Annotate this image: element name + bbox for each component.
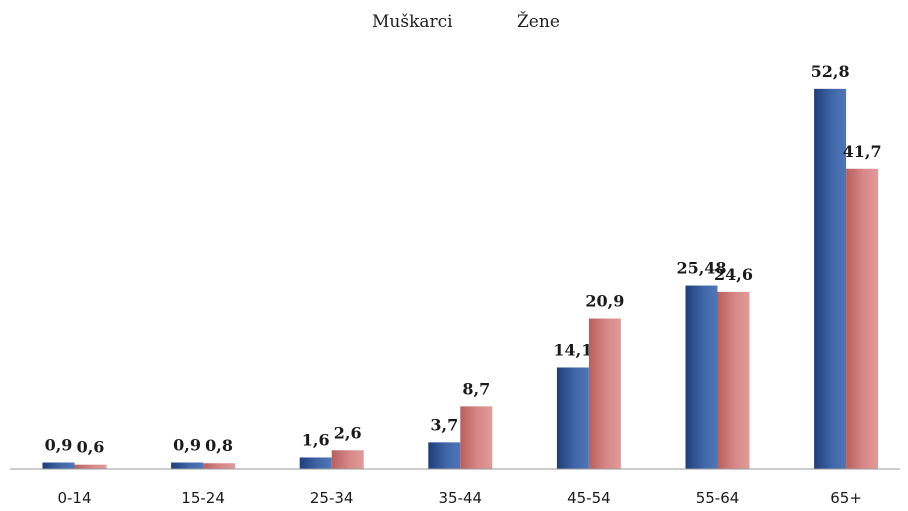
x-axis-tick-labels: 0-14 15-24 25-34 35-44 45-54 55-64 65+	[57, 489, 861, 507]
data-label-series-1-55-64: 25,48	[676, 259, 726, 278]
bar-series-1-15-24	[171, 462, 204, 469]
bar-series-2-0-14	[74, 464, 107, 469]
bar-series-1-0-14	[42, 462, 75, 469]
bar-series-1-55-64	[685, 285, 718, 469]
x-tick-label-15-24: 15-24	[181, 489, 225, 507]
bar-series-1-45-54	[556, 367, 589, 469]
bar-series-2-55-64	[717, 291, 750, 469]
x-tick-label-45-54: 45-54	[567, 489, 611, 507]
x-tick-label-0-14: 0-14	[57, 489, 91, 507]
legend-label-series-2: Žene	[517, 11, 560, 32]
bar-series-1-35-44	[428, 442, 461, 469]
data-label-series-1-35-44: 3,7	[430, 415, 458, 434]
bar-series-2-65+	[846, 168, 879, 469]
x-tick-label-65+: 65+	[830, 489, 862, 507]
bar-series-1-65+	[814, 88, 847, 469]
bar-series-2-25-34	[331, 450, 364, 469]
bar-series-2-15-24	[203, 463, 236, 469]
data-label-series-2-45-54: 20,9	[585, 292, 624, 311]
data-label-series-2-25-34: 2,6	[334, 423, 362, 442]
x-tick-label-25-34: 25-34	[310, 489, 354, 507]
legend-label-series-1: Muškarci	[372, 12, 453, 32]
bar-series-2-45-54	[588, 318, 621, 469]
bar-series-1-25-34	[299, 457, 332, 469]
bar-series-2-35-44	[460, 406, 493, 469]
data-label-series-2-0-14: 0,6	[77, 438, 105, 457]
x-tick-label-55-64: 55-64	[696, 489, 740, 507]
data-label-series-2-55-64: 24,6	[714, 265, 753, 284]
data-label-series-1-0-14: 0,9	[45, 436, 73, 455]
legend: Muškarci Žene	[372, 11, 560, 32]
data-label-series-1-25-34: 1,6	[302, 430, 330, 449]
data-label-series-2-35-44: 8,7	[462, 379, 490, 398]
plot-area: 0,9 0,6 0,9 0,8 1,6 2,6 3,78,714,120,925,4824,…	[42, 62, 882, 469]
data-label-series-2-15-24: 0,8	[205, 436, 233, 455]
data-label-series-1-45-54: 14,1	[553, 340, 592, 359]
x-tick-label-35-44: 35-44	[439, 489, 483, 507]
data-label-series-2-65+: 41,7	[843, 142, 882, 161]
data-label-series-1-65+: 52,8	[811, 62, 850, 81]
data-label-series-1-15-24: 0,9	[173, 436, 201, 455]
